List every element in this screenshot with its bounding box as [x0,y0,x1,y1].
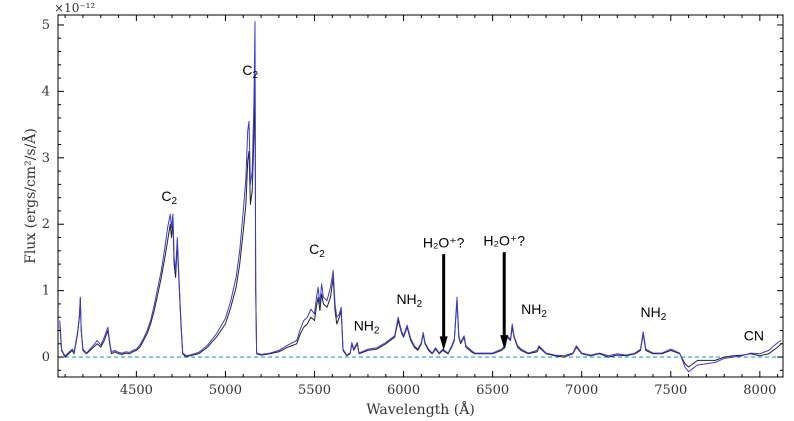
axis-layer: 4500 5000 5500 6000 6500 7000 7500 8000 0 1 2 3 4 5 [42,15,783,398]
y-tick-label: 5 [42,18,50,33]
y-tick-label: 2 [42,217,50,232]
annotation-label: NH2 [354,318,380,337]
annotation-label: NH2 [640,304,666,323]
x-tick-label: 5500 [298,383,331,398]
arrow-head [439,336,448,351]
plot-frame [57,14,784,378]
annotation-layer: C2 C2 C2 NH2 NH2 NH2 NH2 CN H₂O⁺? H₂O⁺? [161,62,764,351]
x-tick-label: 6500 [476,383,509,398]
annotation-label: CN [744,327,764,343]
x-tick-label: 5000 [209,383,242,398]
x-tick-label: 7500 [654,383,687,398]
y-axis-exponent: ×10⁻¹² [54,1,95,15]
x-tick-label: 7000 [565,383,598,398]
annotation-label: C2 [309,241,325,260]
y-tick-label: 0 [42,350,50,365]
y-axis-title: Flux (ergs/cm²/s/Å) [21,128,39,264]
x-tick-label: 6000 [387,383,420,398]
annotation-label: NH2 [521,301,547,320]
y-tick-label: 4 [42,84,50,99]
arrow-head [500,335,509,350]
y-tick-label: 3 [42,151,50,166]
series-line-2 [59,21,782,373]
h2o-plus-label: H₂O⁺? [423,234,465,250]
annotation-label: C2 [161,188,177,207]
plot-border [57,14,784,378]
annotation-label: C2 [242,62,258,81]
annotation-label: NH2 [396,291,422,310]
h2o-plus-label: H₂O⁺? [483,232,525,248]
x-tick-label: 4500 [120,383,153,398]
series-layer [59,21,782,373]
y-tick-label: 1 [42,284,50,299]
series-line-1 [59,80,782,368]
x-tick-label: 8000 [743,383,776,398]
x-axis-title: Wavelength (Å) [366,400,475,418]
